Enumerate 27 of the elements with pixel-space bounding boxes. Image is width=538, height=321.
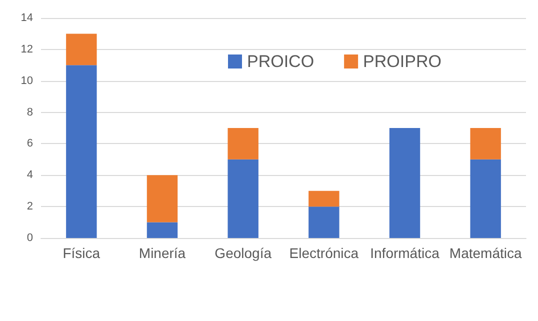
legend-label: PROIPRO	[363, 52, 442, 71]
y-tick-label: 10	[20, 74, 33, 87]
y-tick-label: 14	[20, 12, 33, 24]
bar	[66, 65, 97, 238]
bar	[389, 128, 420, 238]
y-tick-label: 2	[26, 200, 33, 213]
bar	[228, 159, 258, 238]
legend-label: PROICO	[247, 52, 314, 71]
x-tick-label: Física	[62, 245, 100, 261]
bar	[146, 175, 178, 222]
y-tick-label: 6	[26, 138, 33, 150]
y-tick-label: 12	[20, 43, 33, 56]
bar	[308, 206, 340, 238]
bar	[228, 128, 258, 160]
y-tick-label: 0	[26, 232, 33, 244]
y-tick-label: 4	[26, 169, 33, 182]
x-tick-label: Matemática	[449, 245, 522, 261]
x-tick-label: Informática	[370, 245, 440, 261]
x-tick-label: Geología	[214, 245, 272, 261]
bar	[146, 222, 178, 238]
bar	[470, 159, 501, 238]
x-tick-label: Electrónica	[289, 245, 359, 261]
x-tick-label: Minería	[138, 245, 186, 261]
bar	[66, 34, 97, 66]
bar	[470, 128, 501, 160]
y-tick-label: 8	[26, 106, 33, 118]
bar	[308, 190, 340, 207]
